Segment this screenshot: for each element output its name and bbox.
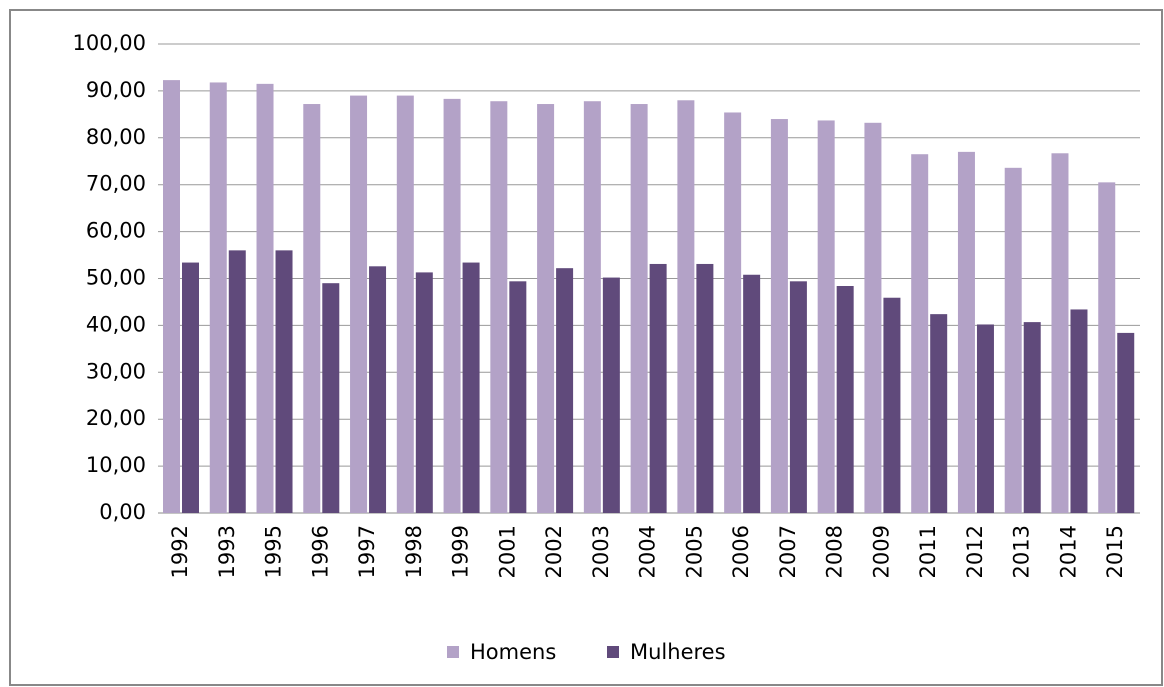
bar [537,104,555,514]
y-tick-label: 30,00 [86,359,146,383]
bar [789,281,807,513]
bar [677,100,695,513]
y-tick-label: 10,00 [86,453,146,477]
bar [583,101,601,513]
bar [462,262,480,513]
y-tick-label: 90,00 [86,78,146,102]
bar [1051,153,1069,514]
bar [911,154,929,513]
x-tick-label: 2004 [636,525,660,578]
bar [864,122,882,514]
bar [443,98,461,514]
x-tick-label: 2002 [542,525,566,578]
y-tick-label: 60,00 [86,219,146,243]
bar [696,263,714,513]
bar [630,104,648,514]
bar [556,268,574,513]
bar [817,120,835,514]
x-tick-label: 2008 [823,525,847,578]
bar [883,297,901,513]
x-tick-label: 1998 [402,525,426,578]
y-tick-label: 50,00 [86,266,146,290]
bar [930,314,948,513]
x-tick-label: 2006 [729,525,753,578]
x-tick-label: 2009 [869,525,893,578]
bar [350,95,368,513]
bar [396,95,414,513]
x-tick-label: 2015 [1103,525,1127,578]
bar [602,277,620,513]
bar [649,263,667,513]
x-tick-label: 1996 [308,525,332,578]
bar [1117,332,1135,513]
bar [369,266,387,513]
x-tick-label: 2007 [776,525,800,578]
x-tick-label: 2005 [682,525,706,578]
x-tick-label: 1999 [449,525,473,578]
x-tick-label: 1993 [215,525,239,578]
bar [976,324,994,513]
y-tick-label: 40,00 [86,312,146,336]
bar [724,112,742,513]
y-tick-label: 70,00 [86,172,146,196]
bar [1004,167,1022,514]
x-tick-label: 2011 [916,525,940,578]
bar [1023,322,1041,513]
x-tick-label: 1997 [355,525,379,578]
bar [770,119,788,513]
bar [490,101,508,513]
y-tick-label: 80,00 [86,125,146,149]
bar [415,272,433,513]
bar [1098,182,1116,514]
legend-label: Homens [470,640,556,664]
x-tick-label: 2001 [495,525,519,578]
bar [182,262,199,513]
bar [743,274,761,513]
bar [303,104,321,514]
legend-swatch [447,646,459,658]
x-tick-label: 1992 [168,525,192,578]
bar [509,281,527,513]
bar [209,82,227,513]
x-tick-label: 1995 [262,525,286,578]
legend: Homens Mulheres [447,640,726,664]
bar [256,83,274,514]
bar [1070,309,1088,513]
bar [275,250,293,514]
bar [836,286,854,513]
x-tick-label: 2012 [963,525,987,578]
y-tick-label: 0,00 [99,500,146,524]
bar [322,283,340,513]
y-tick-label: 20,00 [86,406,146,430]
legend-swatch [607,646,619,658]
legend-label: Mulheres [630,640,726,664]
x-tick-label: 2003 [589,525,613,578]
bar [957,151,975,513]
y-tick-label: 100,00 [73,31,146,55]
x-tick-label: 2014 [1056,525,1080,578]
bar [163,80,180,513]
x-tick-label: 2013 [1010,525,1034,578]
bar [228,250,246,514]
